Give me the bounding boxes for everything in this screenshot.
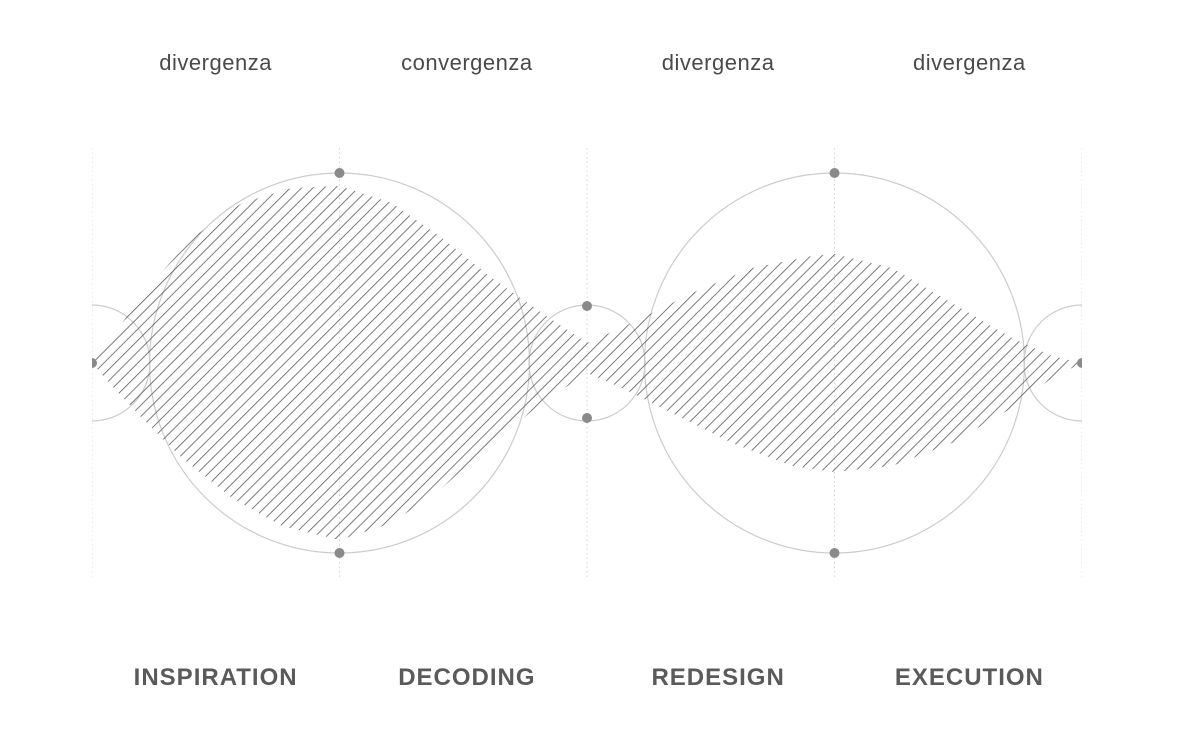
top-label-1: divergenza — [90, 50, 341, 76]
bottom-label-2: DECODING — [341, 664, 592, 692]
top-label-2: convergenza — [341, 50, 592, 76]
top-label-4: divergenza — [844, 50, 1095, 76]
top-label-3: divergenza — [593, 50, 844, 76]
bottom-label-1: INSPIRATION — [90, 664, 341, 692]
diagram-svg — [92, 148, 1082, 578]
top-labels-row: divergenza convergenza divergenza diverg… — [0, 50, 1185, 76]
bottom-label-4: EXECUTION — [844, 664, 1095, 692]
bottom-label-3: REDESIGN — [593, 664, 844, 692]
double-diamond-diagram — [92, 148, 1082, 578]
bottom-labels-row: INSPIRATION DECODING REDESIGN EXECUTION — [0, 664, 1185, 692]
